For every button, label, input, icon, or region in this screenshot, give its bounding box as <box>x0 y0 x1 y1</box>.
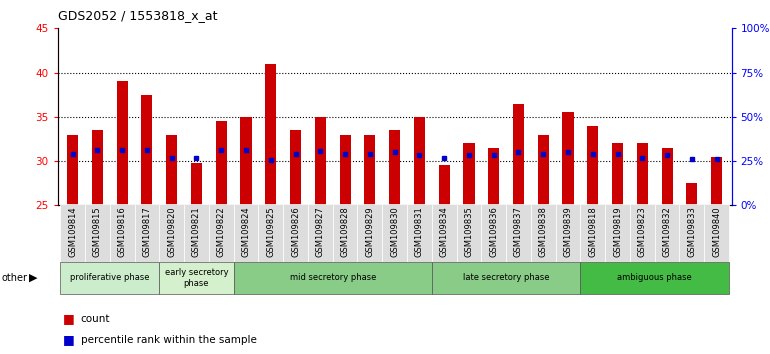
Text: GSM109827: GSM109827 <box>316 206 325 257</box>
FancyBboxPatch shape <box>357 204 382 262</box>
FancyBboxPatch shape <box>481 204 506 262</box>
FancyBboxPatch shape <box>159 262 233 294</box>
FancyBboxPatch shape <box>679 204 705 262</box>
Text: GSM109832: GSM109832 <box>663 206 671 257</box>
FancyBboxPatch shape <box>654 204 679 262</box>
Bar <box>562 113 574 205</box>
Bar <box>686 183 698 205</box>
Bar <box>413 117 425 205</box>
FancyBboxPatch shape <box>506 204 531 262</box>
Text: count: count <box>81 314 110 324</box>
FancyBboxPatch shape <box>60 262 159 294</box>
Text: late secretory phase: late secretory phase <box>463 273 549 282</box>
Bar <box>116 81 128 205</box>
Bar <box>389 130 400 205</box>
Text: ▶: ▶ <box>29 273 38 283</box>
FancyBboxPatch shape <box>531 204 556 262</box>
Text: GSM109820: GSM109820 <box>167 206 176 257</box>
Bar <box>488 148 499 205</box>
FancyBboxPatch shape <box>581 262 729 294</box>
FancyBboxPatch shape <box>135 204 159 262</box>
Text: ambiguous phase: ambiguous phase <box>618 273 692 282</box>
FancyBboxPatch shape <box>407 204 432 262</box>
Text: GDS2052 / 1553818_x_at: GDS2052 / 1553818_x_at <box>58 9 217 22</box>
Text: percentile rank within the sample: percentile rank within the sample <box>81 335 256 345</box>
Bar <box>612 143 623 205</box>
Bar <box>588 126 598 205</box>
FancyBboxPatch shape <box>308 204 333 262</box>
Text: early secretory
phase: early secretory phase <box>165 268 228 287</box>
Bar <box>364 135 376 205</box>
FancyBboxPatch shape <box>159 204 184 262</box>
FancyBboxPatch shape <box>605 204 630 262</box>
Text: GSM109834: GSM109834 <box>440 206 449 257</box>
Text: proliferative phase: proliferative phase <box>70 273 149 282</box>
Text: GSM109839: GSM109839 <box>564 206 573 257</box>
FancyBboxPatch shape <box>233 204 259 262</box>
Bar <box>92 130 103 205</box>
Text: GSM109836: GSM109836 <box>489 206 498 257</box>
Text: GSM109835: GSM109835 <box>464 206 474 257</box>
Bar <box>166 135 177 205</box>
Text: ■: ■ <box>63 312 75 325</box>
Bar <box>661 148 673 205</box>
Bar <box>315 117 326 205</box>
FancyBboxPatch shape <box>233 262 432 294</box>
Text: GSM109816: GSM109816 <box>118 206 126 257</box>
FancyBboxPatch shape <box>259 204 283 262</box>
Bar <box>191 163 202 205</box>
FancyBboxPatch shape <box>110 204 135 262</box>
Bar <box>67 135 79 205</box>
Bar <box>240 117 252 205</box>
FancyBboxPatch shape <box>209 204 233 262</box>
Text: GSM109833: GSM109833 <box>688 206 696 257</box>
FancyBboxPatch shape <box>556 204 581 262</box>
Text: GSM109817: GSM109817 <box>142 206 152 257</box>
FancyBboxPatch shape <box>184 204 209 262</box>
Bar <box>439 166 450 205</box>
Text: GSM109826: GSM109826 <box>291 206 300 257</box>
Text: GSM109831: GSM109831 <box>415 206 424 257</box>
Text: GSM109830: GSM109830 <box>390 206 399 257</box>
Bar <box>513 104 524 205</box>
FancyBboxPatch shape <box>581 204 605 262</box>
FancyBboxPatch shape <box>283 204 308 262</box>
FancyBboxPatch shape <box>333 204 357 262</box>
Text: GSM109829: GSM109829 <box>365 206 374 257</box>
Text: mid secretory phase: mid secretory phase <box>290 273 376 282</box>
FancyBboxPatch shape <box>457 204 481 262</box>
Bar <box>340 135 350 205</box>
FancyBboxPatch shape <box>432 262 581 294</box>
Text: GSM109838: GSM109838 <box>539 206 547 257</box>
Bar <box>637 143 648 205</box>
Text: GSM109814: GSM109814 <box>68 206 77 257</box>
Text: GSM109823: GSM109823 <box>638 206 647 257</box>
Bar <box>290 130 301 205</box>
Text: GSM109824: GSM109824 <box>242 206 250 257</box>
Text: GSM109828: GSM109828 <box>340 206 350 257</box>
FancyBboxPatch shape <box>432 204 457 262</box>
Text: other: other <box>2 273 28 283</box>
Text: GSM109818: GSM109818 <box>588 206 598 257</box>
Bar <box>216 121 227 205</box>
Bar <box>537 135 549 205</box>
Text: GSM109822: GSM109822 <box>216 206 226 257</box>
Text: GSM109840: GSM109840 <box>712 206 721 257</box>
FancyBboxPatch shape <box>705 204 729 262</box>
Text: ■: ■ <box>63 333 75 346</box>
FancyBboxPatch shape <box>382 204 407 262</box>
FancyBboxPatch shape <box>60 204 85 262</box>
Bar <box>142 95 152 205</box>
Text: GSM109821: GSM109821 <box>192 206 201 257</box>
Text: GSM109825: GSM109825 <box>266 206 275 257</box>
Text: GSM109819: GSM109819 <box>613 206 622 257</box>
Text: GSM109837: GSM109837 <box>514 206 523 257</box>
FancyBboxPatch shape <box>630 204 654 262</box>
FancyBboxPatch shape <box>85 204 110 262</box>
Text: GSM109815: GSM109815 <box>93 206 102 257</box>
Bar <box>711 156 722 205</box>
Bar <box>265 64 276 205</box>
Bar <box>464 143 474 205</box>
